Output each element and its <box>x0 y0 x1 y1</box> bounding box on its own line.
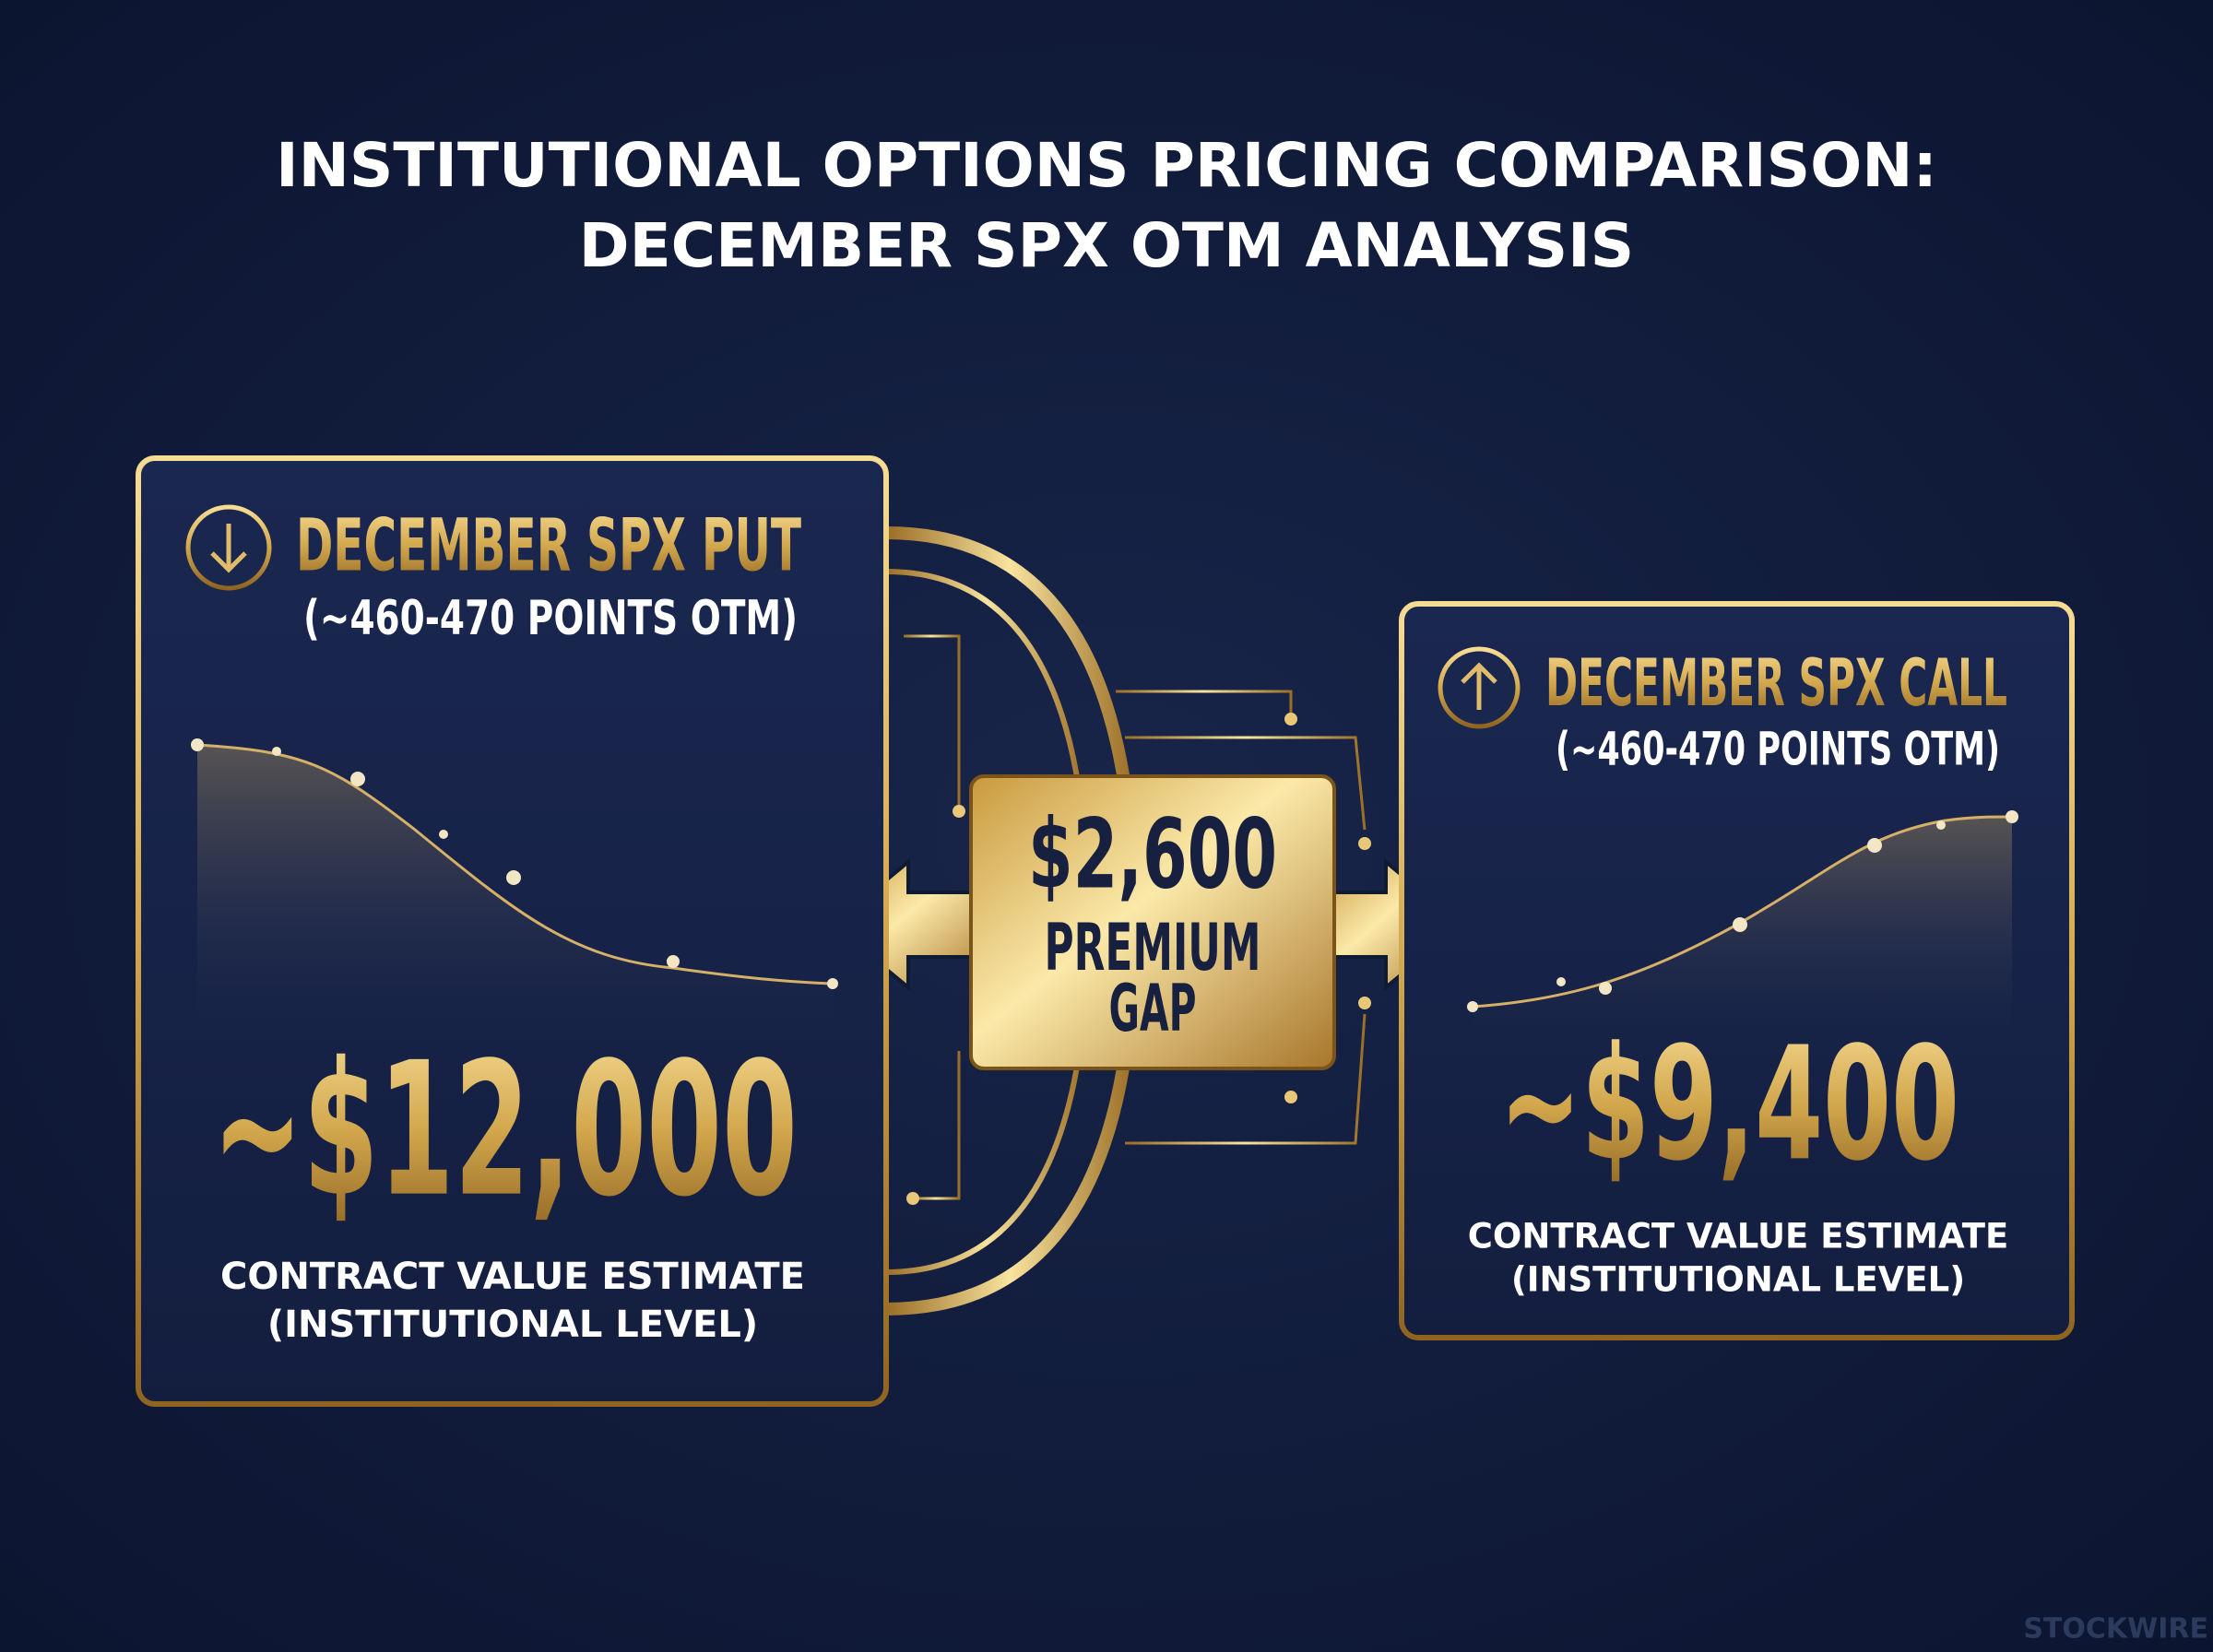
down-icon-arrow <box>210 524 247 573</box>
circuit-nodes <box>906 713 1371 1205</box>
card-caption: CONTRACT VALUE ESTIMATE <box>1468 1217 2008 1257</box>
title-line: DECEMBER SPX OTM ANALYSIS <box>579 210 1634 281</box>
up-icon <box>1438 646 1521 729</box>
card-value: ~$12,000 <box>212 1023 798 1238</box>
card-title: DECEMBER SPX CALL <box>1545 645 2007 721</box>
card-caption: (INSTITUTIONAL LEVEL) <box>1511 1260 1965 1300</box>
card-caption: (INSTITUTIONAL LEVEL) <box>267 1304 758 1346</box>
card-subtitle: (~460-470 POINTS OTM) <box>303 591 798 646</box>
gap-value: $2,600 <box>1028 797 1277 910</box>
card-subtitle: (~460-470 POINTS OTM) <box>1556 723 2000 776</box>
watermark: STOCKWIRE <box>2023 1613 2208 1646</box>
down-icon <box>185 504 272 591</box>
trend-dots <box>191 738 838 989</box>
card-title: DECEMBER SPX PUT <box>296 504 801 587</box>
trend-area <box>197 745 833 1051</box>
card-value: ~$9,400 <box>1499 1013 1959 1196</box>
gap-label: PREMIUM <box>1045 910 1261 985</box>
trend-line <box>196 743 834 985</box>
trend-dots <box>1467 810 2018 1012</box>
title-line: INSTITUTIONAL OPTIONS PRICING COMPARISON… <box>276 130 1937 201</box>
up-icon-arrow <box>1461 662 1497 710</box>
card-caption: CONTRACT VALUE ESTIMATE <box>220 1256 805 1298</box>
trend-line <box>1472 815 2013 1009</box>
gap-plate <box>969 774 1336 1070</box>
gap-label: GAP <box>1109 971 1197 1046</box>
